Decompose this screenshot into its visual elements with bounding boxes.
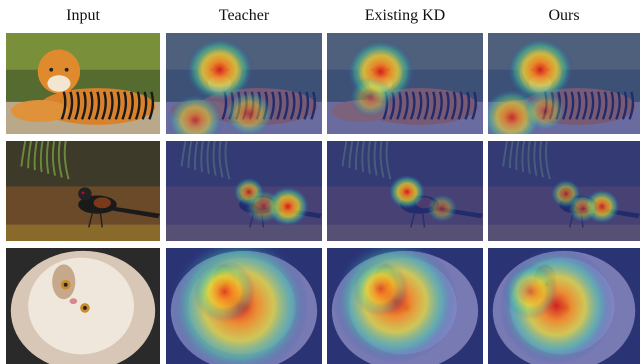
figure-cell-tiger-teacher — [166, 33, 322, 134]
figure-cell-cat-existing-kd — [327, 248, 483, 364]
bird-image — [166, 141, 322, 241]
column-header-existing-kd: Existing KD — [364, 7, 446, 24]
tiger-image — [488, 33, 640, 134]
tiger-image — [166, 33, 322, 134]
figure-cell-tiger-existing-kd — [327, 33, 483, 134]
bird-attention-heatmap — [166, 141, 322, 241]
cat-attention-heatmap — [327, 248, 483, 364]
bird-image — [6, 141, 160, 241]
figure-cell-bird-input — [6, 141, 160, 241]
bird-attention-heatmap — [327, 141, 483, 241]
column-header-teacher: Teacher — [218, 7, 270, 24]
bird-attention-heatmap — [488, 141, 640, 241]
bird-image — [488, 141, 640, 241]
tiger-attention-heatmap — [327, 33, 483, 134]
cat-image — [327, 248, 483, 364]
figure-cell-cat-teacher — [166, 248, 322, 364]
cat-attention-heatmap — [488, 248, 640, 364]
cat-image — [6, 248, 160, 364]
tiger-attention-heatmap — [166, 33, 322, 134]
tiger-attention-heatmap — [488, 33, 640, 134]
figure-cell-tiger-ours — [488, 33, 640, 134]
cat-attention-heatmap — [166, 248, 322, 364]
figure-cell-tiger-input — [6, 33, 160, 134]
figure-cell-cat-ours — [488, 248, 640, 364]
tiger-image — [327, 33, 483, 134]
column-header-ours: Ours — [548, 7, 580, 24]
cat-image — [166, 248, 322, 364]
column-header-input: Input — [66, 7, 100, 24]
figure-cell-bird-teacher — [166, 141, 322, 241]
figure-cell-cat-input — [6, 248, 160, 364]
tiger-image — [6, 33, 160, 134]
figure-cell-bird-existing-kd — [327, 141, 483, 241]
figure-cell-bird-ours — [488, 141, 640, 241]
bird-image — [327, 141, 483, 241]
cat-image — [488, 248, 640, 364]
